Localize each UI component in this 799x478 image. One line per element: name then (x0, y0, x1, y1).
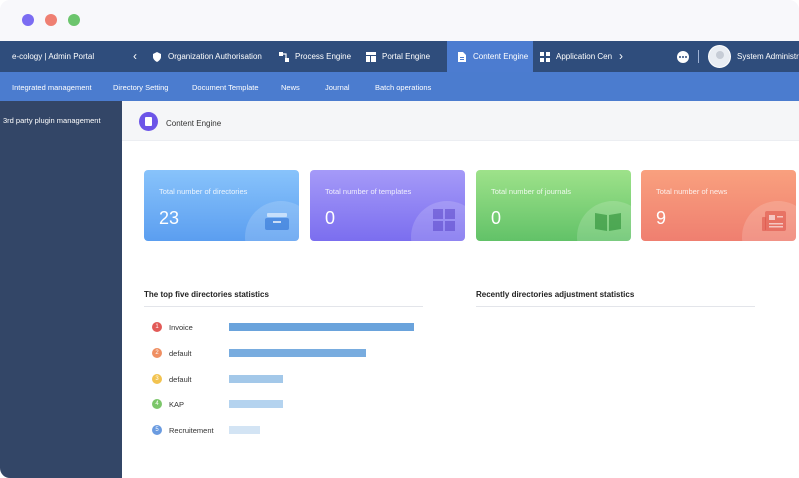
card-journals[interactable]: Total number of journals 0 (476, 170, 631, 241)
directory-name: Invoice (169, 323, 193, 332)
card-value: 0 (325, 208, 336, 228)
document-icon (139, 112, 158, 131)
card-label: Total number of journals (491, 187, 572, 196)
sub-navigation: Integrated management Directory Setting … (0, 72, 799, 101)
list-item: 5 Recruitement (152, 424, 452, 436)
recent-adjustment-title: Recently directories adjustment statisti… (476, 290, 635, 299)
tab-application-center[interactable]: Application Cen (540, 41, 614, 72)
directory-bar (229, 400, 283, 408)
sidebar: 3rd party plugin management (0, 101, 122, 478)
user-name[interactable]: System Administrator (737, 52, 799, 61)
book-icon (595, 213, 621, 231)
sidebar-item-plugin-management[interactable]: 3rd party plugin management (3, 116, 101, 125)
directory-name: KAP (169, 400, 185, 409)
list-item: 2 default (152, 347, 452, 359)
chevron-left-icon[interactable]: ‹ (133, 49, 137, 63)
subnav-batch-operations[interactable]: Batch operations (375, 83, 432, 92)
window-minimize-button[interactable] (45, 14, 57, 26)
divider (698, 50, 699, 63)
tab-label: Application Cen (556, 52, 613, 61)
grid-icon (433, 209, 455, 231)
card-value: 9 (656, 208, 667, 228)
tab-content-engine[interactable]: Content Engine (447, 41, 533, 72)
window-titlebar (0, 0, 799, 41)
directory-name: default (169, 375, 192, 384)
tab-organization-authorisation[interactable]: Organization Authorisation (152, 41, 262, 72)
flow-icon (279, 51, 289, 62)
subnav-integrated-management[interactable]: Integrated management (12, 83, 92, 92)
layout-icon (366, 51, 376, 62)
tab-label: Portal Engine (382, 52, 431, 61)
subnav-journal[interactable]: Journal (325, 83, 350, 92)
subnav-news[interactable]: News (281, 83, 300, 92)
newspaper-icon (762, 211, 786, 231)
page-title: Content Engine (166, 119, 222, 128)
inbox-tray-icon (265, 213, 289, 230)
rank-badge: 4 (152, 399, 162, 409)
card-value: 23 (159, 208, 180, 228)
tab-label: Process Engine (295, 52, 352, 61)
card-label: Total number of news (656, 187, 728, 196)
tab-label: Content Engine (473, 52, 529, 61)
rank-badge: 5 (152, 425, 162, 435)
card-news[interactable]: Total number of news 9 (641, 170, 796, 241)
top-navigation: e-cology | Admin Portal ‹ Organization A… (0, 41, 799, 72)
card-templates[interactable]: Total number of templates 0 (310, 170, 465, 241)
list-item: 1 Invoice (152, 321, 452, 333)
directory-bar (229, 426, 260, 434)
document-icon (458, 51, 466, 62)
directory-bar (229, 323, 414, 331)
rank-badge: 3 (152, 374, 162, 384)
list-item: 3 default (152, 373, 452, 385)
app-brand: e-cology | Admin Portal (12, 52, 95, 61)
window-maximize-button[interactable] (68, 14, 80, 26)
card-label: Total number of directories (159, 187, 248, 196)
directory-name: Recruitement (169, 426, 214, 435)
page-header: Content Engine (122, 101, 799, 141)
user-avatar[interactable] (708, 45, 731, 68)
directory-name: default (169, 349, 192, 358)
card-value: 0 (491, 208, 502, 228)
tab-label: Organization Authorisation (168, 52, 262, 61)
rank-badge: 2 (152, 348, 162, 358)
divider (476, 306, 755, 307)
subnav-document-template[interactable]: Document Template (192, 83, 259, 92)
subnav-directory-setting[interactable]: Directory Setting (113, 83, 169, 92)
rank-badge: 1 (152, 322, 162, 332)
more-options-icon[interactable] (677, 51, 689, 63)
tab-portal-engine[interactable]: Portal Engine (366, 41, 430, 72)
card-label: Total number of templates (325, 187, 412, 196)
top-directories-title: The top five directories statistics (144, 290, 269, 299)
window-close-button[interactable] (22, 14, 34, 26)
main-content: Content Engine Total number of directori… (122, 101, 799, 478)
shield-icon (153, 51, 161, 62)
directory-bar (229, 349, 366, 357)
card-directories[interactable]: Total number of directories 23 (144, 170, 299, 241)
grid-icon (540, 51, 550, 62)
chevron-right-icon[interactable]: › (619, 49, 623, 63)
list-item: 4 KAP (152, 398, 452, 410)
tab-process-engine[interactable]: Process Engine (279, 41, 351, 72)
divider (144, 306, 423, 307)
directory-bar (229, 375, 283, 383)
